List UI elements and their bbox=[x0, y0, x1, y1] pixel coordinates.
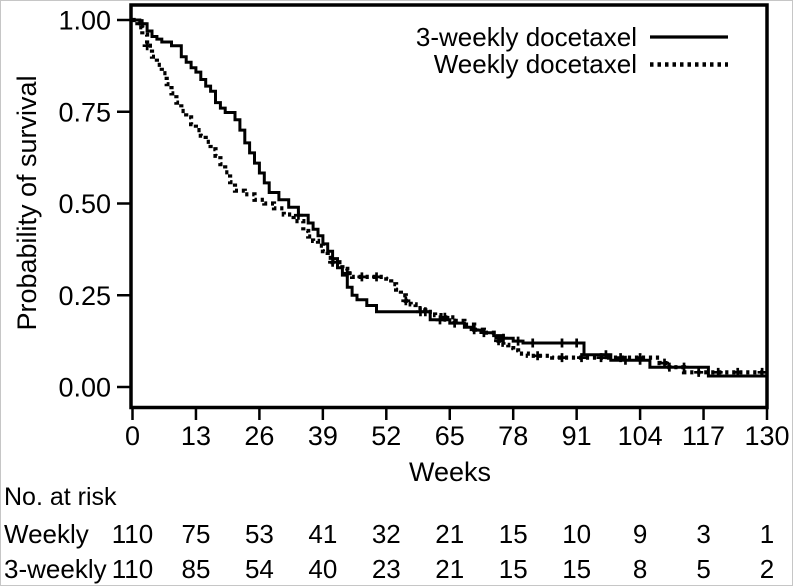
censor-mark bbox=[679, 362, 689, 372]
at-risk-row-label-weekly: Weekly bbox=[4, 519, 89, 549]
at-risk-value: 21 bbox=[435, 554, 464, 584]
plot-border bbox=[129, 3, 769, 410]
censors bbox=[137, 19, 767, 377]
y-tick-labels: 1.00 0.75 0.50 0.25 0.00 bbox=[58, 6, 111, 403]
at-risk-row-label-3weekly: 3-weekly bbox=[4, 554, 107, 584]
legend: 3-weekly docetaxel Weekly docetaxel bbox=[416, 22, 728, 79]
curve-weekly bbox=[132, 17, 767, 375]
x-tick-label: 0 bbox=[125, 421, 140, 451]
y-axis-title: Probability of survival bbox=[12, 75, 42, 330]
censor-mark bbox=[342, 268, 352, 278]
x-tick-label: 104 bbox=[618, 421, 663, 451]
censor-mark bbox=[142, 41, 152, 51]
x-tick-label: 65 bbox=[435, 421, 465, 451]
at-risk-value: 2 bbox=[760, 554, 774, 584]
censor-mark bbox=[713, 367, 723, 377]
censor-mark bbox=[660, 358, 670, 368]
censor-mark bbox=[293, 210, 303, 220]
y-ticks bbox=[117, 18, 131, 389]
x-tick-label: 78 bbox=[498, 421, 528, 451]
censor-mark bbox=[513, 336, 523, 346]
censor-mark bbox=[616, 353, 626, 363]
x-tick-label: 39 bbox=[308, 421, 338, 451]
at-risk-value: 9 bbox=[633, 519, 647, 549]
at-risk-value: 75 bbox=[181, 519, 210, 549]
censor-mark bbox=[357, 272, 367, 282]
x-tick-label: 130 bbox=[744, 421, 789, 451]
y-tick-label: 0.00 bbox=[58, 373, 111, 403]
censor-mark bbox=[372, 272, 382, 282]
at-risk-value: 15 bbox=[499, 554, 528, 584]
censor-mark bbox=[664, 362, 674, 372]
y-tick-label: 0.75 bbox=[58, 97, 111, 127]
censor-mark bbox=[420, 307, 430, 317]
at-risk-value: 15 bbox=[499, 519, 528, 549]
at-risk-value: 8 bbox=[633, 554, 647, 584]
censor-mark bbox=[620, 355, 630, 365]
censor-mark bbox=[694, 367, 704, 377]
at-risk-value: 110 bbox=[112, 554, 153, 584]
x-tick-label: 91 bbox=[562, 421, 592, 451]
x-tick-label: 13 bbox=[181, 421, 211, 451]
censor-mark bbox=[450, 318, 460, 328]
censor-mark bbox=[440, 312, 450, 322]
at-risk-value: 110 bbox=[112, 519, 153, 549]
censor-mark bbox=[469, 325, 479, 335]
censor-mark bbox=[137, 19, 147, 29]
at-risk-heading: No. at risk bbox=[4, 483, 117, 511]
legend-label-weekly: Weekly docetaxel bbox=[434, 49, 637, 79]
at-risk-value: 85 bbox=[181, 554, 210, 584]
censor-mark bbox=[479, 328, 489, 338]
x-ticks bbox=[131, 408, 769, 420]
x-tick-labels: 0 13 26 39 52 65 78 91 104 117 130 bbox=[125, 421, 790, 451]
at-risk-value: 53 bbox=[245, 519, 274, 549]
censor-mark bbox=[435, 315, 445, 325]
x-tick-label: 26 bbox=[244, 421, 274, 451]
censor-mark bbox=[601, 350, 611, 360]
x-axis-title: Weeks bbox=[409, 457, 491, 487]
at-risk-value: 3 bbox=[696, 519, 710, 549]
censor-mark bbox=[635, 353, 645, 363]
censor-mark bbox=[596, 353, 606, 363]
at-risk-value: 32 bbox=[372, 519, 401, 549]
censor-mark bbox=[757, 367, 767, 377]
censor-mark bbox=[533, 351, 543, 361]
at-risk-value: 40 bbox=[308, 554, 337, 584]
censor-mark bbox=[494, 336, 504, 346]
censor-mark bbox=[401, 296, 411, 306]
at-risk-value: 23 bbox=[372, 554, 401, 584]
at-risk-value: 15 bbox=[562, 554, 591, 584]
at-risk-value: 5 bbox=[696, 554, 710, 584]
censor-mark bbox=[557, 338, 567, 348]
censor-mark bbox=[328, 257, 338, 267]
censor-mark bbox=[528, 338, 538, 348]
censor-mark bbox=[498, 333, 508, 343]
y-tick-label: 1.00 bbox=[58, 6, 111, 36]
at-risk-value: 41 bbox=[308, 519, 337, 549]
censor-mark bbox=[577, 353, 587, 363]
y-tick-label: 0.50 bbox=[58, 189, 111, 219]
x-tick-label: 117 bbox=[682, 421, 725, 451]
at-risk-value: 1 bbox=[760, 519, 774, 549]
censor-mark bbox=[733, 367, 743, 377]
at-risk-value: 10 bbox=[562, 519, 591, 549]
censor-mark bbox=[572, 338, 582, 348]
censor-mark bbox=[557, 353, 567, 363]
at-risk-value: 54 bbox=[245, 554, 274, 584]
legend-label-3weekly: 3-weekly docetaxel bbox=[416, 22, 637, 52]
at-risk-value: 21 bbox=[435, 519, 464, 549]
x-tick-label: 52 bbox=[371, 421, 401, 451]
y-tick-label: 0.25 bbox=[58, 281, 111, 311]
